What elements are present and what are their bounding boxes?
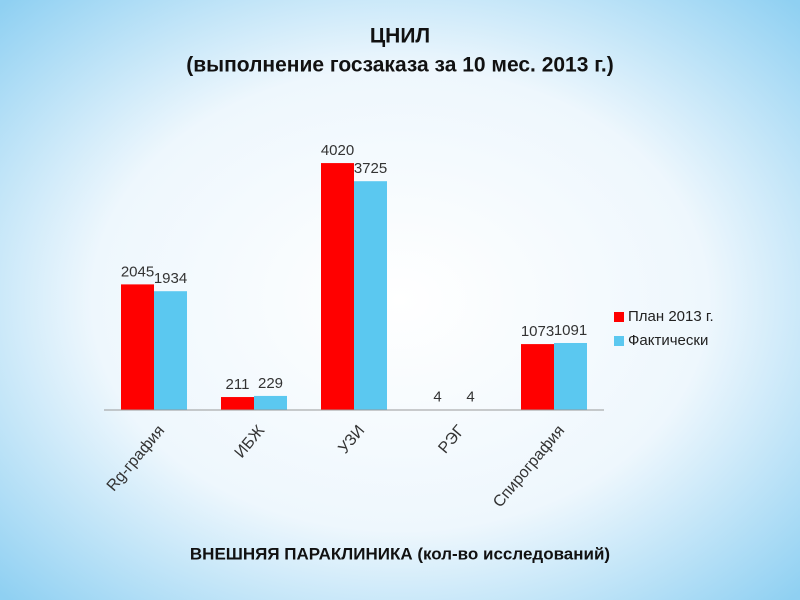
- data-label: 211: [226, 376, 250, 393]
- bar: [121, 284, 154, 410]
- x-axis-label: ВНЕШНЯЯ ПАРАКЛИНИКА (кол-во исследований…: [190, 544, 610, 563]
- legend-swatch: [614, 312, 624, 322]
- data-label: 229: [258, 375, 283, 392]
- data-label: 2045: [121, 263, 154, 280]
- bar: [554, 342, 587, 410]
- chart-subtitle: (выполнение госзаказа за 10 мес. 2013 г.…: [186, 54, 613, 77]
- bar: [254, 395, 287, 410]
- data-label: 4: [433, 389, 441, 406]
- bar: [321, 163, 354, 410]
- data-label: 1091: [554, 322, 587, 339]
- data-label: 3725: [354, 160, 387, 177]
- legend-label: Фактически: [628, 332, 708, 349]
- bar: [221, 397, 254, 410]
- chart-title: ЦНИЛ: [370, 25, 430, 48]
- bar: [354, 181, 387, 410]
- data-label: 4020: [321, 142, 354, 159]
- data-label: 1934: [154, 270, 187, 287]
- legend-swatch: [614, 336, 624, 346]
- data-label: 1073: [521, 323, 554, 340]
- bar: [154, 291, 187, 410]
- data-label: 4: [466, 389, 474, 406]
- legend-label: План 2013 г.: [628, 308, 714, 325]
- bar: [521, 344, 554, 410]
